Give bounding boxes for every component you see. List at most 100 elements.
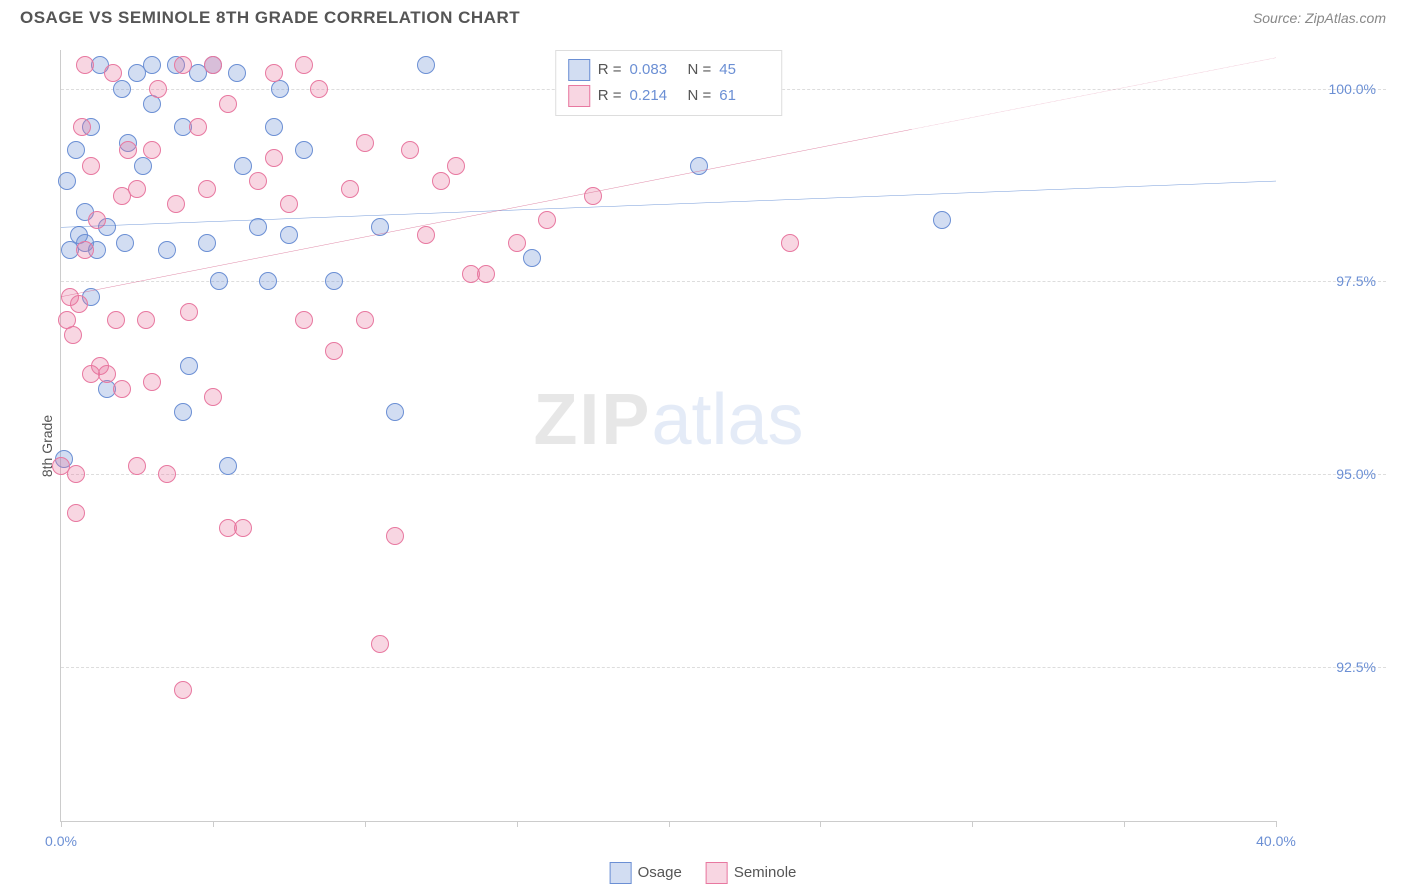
x-tick xyxy=(61,821,62,827)
scatter-point xyxy=(417,56,435,74)
scatter-point xyxy=(198,234,216,252)
scatter-point xyxy=(781,234,799,252)
chart-title: OSAGE VS SEMINOLE 8TH GRADE CORRELATION … xyxy=(20,8,520,28)
legend-swatch xyxy=(706,862,728,884)
scatter-point xyxy=(234,519,252,537)
x-tick xyxy=(1276,821,1277,827)
scatter-point xyxy=(64,326,82,344)
watermark-zip: ZIP xyxy=(533,380,651,460)
legend-item-label: Osage xyxy=(638,864,682,881)
scatter-point xyxy=(280,195,298,213)
trend-line xyxy=(61,181,1276,227)
legend-r-label: R = xyxy=(598,57,622,83)
x-tick xyxy=(669,821,670,827)
scatter-point xyxy=(295,56,313,74)
scatter-point xyxy=(371,635,389,653)
scatter-point xyxy=(189,118,207,136)
scatter-point xyxy=(249,218,267,236)
scatter-point xyxy=(143,141,161,159)
legend-item: Osage xyxy=(610,862,682,884)
scatter-point xyxy=(143,373,161,391)
x-tick xyxy=(820,821,821,827)
scatter-point xyxy=(325,342,343,360)
scatter-point xyxy=(508,234,526,252)
watermark-atlas: atlas xyxy=(651,380,803,460)
legend-stats-box: R =0.083N =45R =0.214N =61 xyxy=(555,50,783,116)
legend-n-value: 61 xyxy=(719,83,769,109)
scatter-point xyxy=(386,527,404,545)
plot-area: ZIPatlas R =0.083N =45R =0.214N =61 92.5… xyxy=(60,50,1276,822)
watermark: ZIPatlas xyxy=(533,379,803,461)
scatter-point xyxy=(538,211,556,229)
scatter-point xyxy=(356,311,374,329)
scatter-point xyxy=(143,56,161,74)
scatter-point xyxy=(234,157,252,175)
scatter-point xyxy=(371,218,389,236)
scatter-point xyxy=(295,141,313,159)
chart-area: 8th Grade ZIPatlas R =0.083N =45R =0.214… xyxy=(20,40,1386,852)
scatter-point xyxy=(174,403,192,421)
x-tick-label: 0.0% xyxy=(45,833,77,849)
scatter-point xyxy=(82,157,100,175)
gridline xyxy=(61,667,1386,668)
scatter-point xyxy=(76,241,94,259)
scatter-point xyxy=(249,172,267,190)
scatter-point xyxy=(180,303,198,321)
scatter-point xyxy=(280,226,298,244)
gridline xyxy=(61,474,1386,475)
y-tick-label: 100.0% xyxy=(1286,81,1376,97)
scatter-point xyxy=(584,187,602,205)
legend-swatch xyxy=(610,862,632,884)
scatter-point xyxy=(67,141,85,159)
scatter-point xyxy=(180,357,198,375)
scatter-point xyxy=(73,118,91,136)
scatter-point xyxy=(219,457,237,475)
scatter-point xyxy=(174,56,192,74)
scatter-point xyxy=(158,241,176,259)
x-tick xyxy=(213,821,214,827)
scatter-point xyxy=(104,64,122,82)
scatter-point xyxy=(174,681,192,699)
legend-swatch xyxy=(568,85,590,107)
legend-r-value: 0.083 xyxy=(630,57,680,83)
x-tick xyxy=(972,821,973,827)
scatter-point xyxy=(70,295,88,313)
scatter-point xyxy=(88,211,106,229)
scatter-point xyxy=(134,157,152,175)
scatter-point xyxy=(113,380,131,398)
scatter-point xyxy=(204,388,222,406)
legend-n-label: N = xyxy=(688,83,712,109)
legend-stat-row: R =0.083N =45 xyxy=(568,57,770,83)
scatter-point xyxy=(933,211,951,229)
scatter-point xyxy=(149,80,167,98)
x-tick xyxy=(517,821,518,827)
legend-swatch xyxy=(568,59,590,81)
scatter-point xyxy=(143,95,161,113)
legend-item-label: Seminole xyxy=(734,864,797,881)
scatter-point xyxy=(119,141,137,159)
legend-stat-row: R =0.214N =61 xyxy=(568,83,770,109)
scatter-point xyxy=(128,457,146,475)
scatter-point xyxy=(271,80,289,98)
scatter-point xyxy=(265,149,283,167)
scatter-point xyxy=(356,134,374,152)
legend-item: Seminole xyxy=(706,862,797,884)
scatter-point xyxy=(116,234,134,252)
scatter-point xyxy=(76,56,94,74)
scatter-point xyxy=(690,157,708,175)
scatter-point xyxy=(204,56,222,74)
scatter-point xyxy=(386,403,404,421)
scatter-point xyxy=(219,95,237,113)
chart-source: Source: ZipAtlas.com xyxy=(1253,10,1386,26)
legend-n-label: N = xyxy=(688,57,712,83)
trend-line-dashed xyxy=(912,58,1277,130)
scatter-point xyxy=(107,311,125,329)
legend-r-label: R = xyxy=(598,83,622,109)
scatter-point xyxy=(310,80,328,98)
legend-series: Osage Seminole xyxy=(610,862,797,884)
scatter-point xyxy=(477,265,495,283)
scatter-point xyxy=(325,272,343,290)
x-tick-label: 40.0% xyxy=(1256,833,1296,849)
scatter-point xyxy=(158,465,176,483)
scatter-point xyxy=(128,180,146,198)
